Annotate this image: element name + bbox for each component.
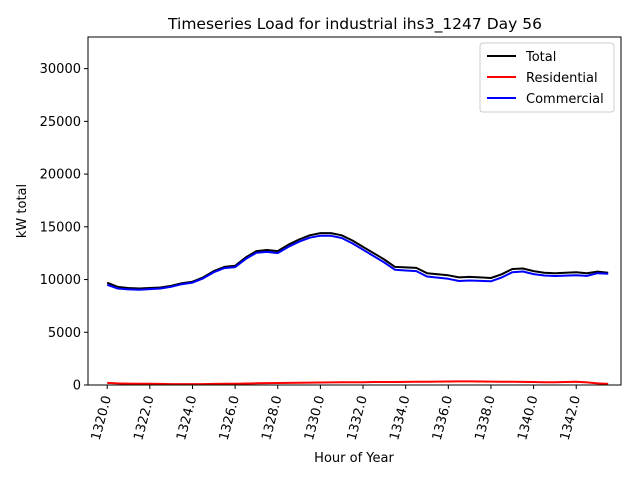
y-tick-label: 15000 — [40, 220, 81, 235]
legend-box — [479, 42, 615, 113]
legend-label-total: Total — [525, 50, 556, 65]
series-line-commercial — [106, 234, 609, 291]
y-tick-label: 25000 — [40, 115, 81, 130]
y-axis-label: kW total — [15, 184, 30, 238]
chart-title: Timeseries Load for industrial ihs3_1247… — [167, 15, 542, 34]
axes-frame — [87, 36, 622, 386]
series-layer — [106, 232, 609, 386]
legend-label-commercial: Commercial — [526, 92, 604, 107]
legend: Total Residential Commercial — [479, 42, 615, 113]
y-tick-label: 10000 — [40, 273, 81, 288]
y-tick-label: 5000 — [48, 326, 81, 341]
x-axis-label: Hour of Year — [314, 451, 394, 466]
y-tick-label: 20000 — [40, 168, 81, 183]
series-line-residential — [107, 380, 609, 386]
legend-label-residential: Residential — [526, 71, 598, 86]
y-tick-label: 30000 — [40, 62, 81, 77]
y-tick-label: 0 — [73, 379, 81, 394]
y-axis: 0 5000 10000 15000 20000 25000 30000 — [40, 62, 88, 394]
